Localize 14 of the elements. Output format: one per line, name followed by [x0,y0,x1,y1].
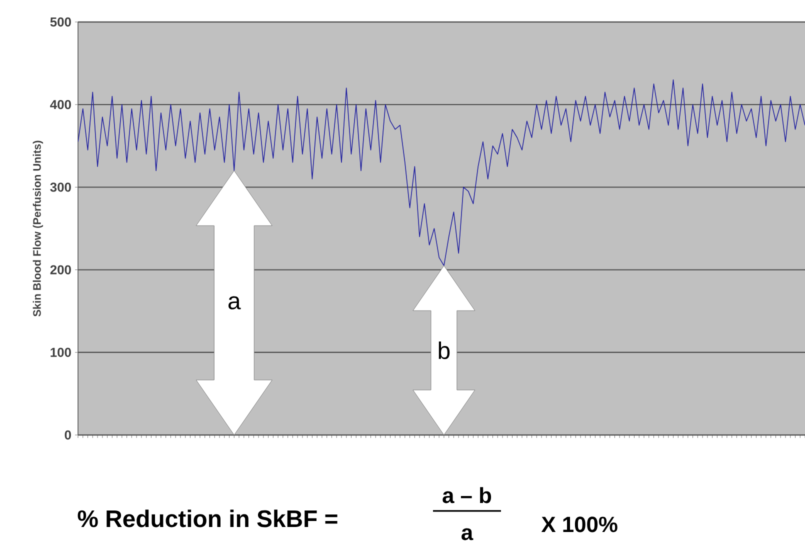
y-tick-label: 100 [50,348,71,357]
text: X 100% [541,516,618,532]
annotation: b [438,342,450,360]
text: a – b [442,487,492,504]
y-tick-label: 0 [64,430,71,440]
y-axis-title: Skin Blood Flow (Perfusion Units) [32,140,44,316]
annotation: a [228,296,241,310]
y-tick-label: 500 [50,17,71,27]
y-tick-label: 300 [50,182,71,192]
text: a [462,528,474,540]
y-tick-label: 400 [50,100,71,110]
line-series [78,79,805,266]
text: % Reduction in SkBF = [78,510,338,528]
y-tick-label: 200 [50,265,71,274]
